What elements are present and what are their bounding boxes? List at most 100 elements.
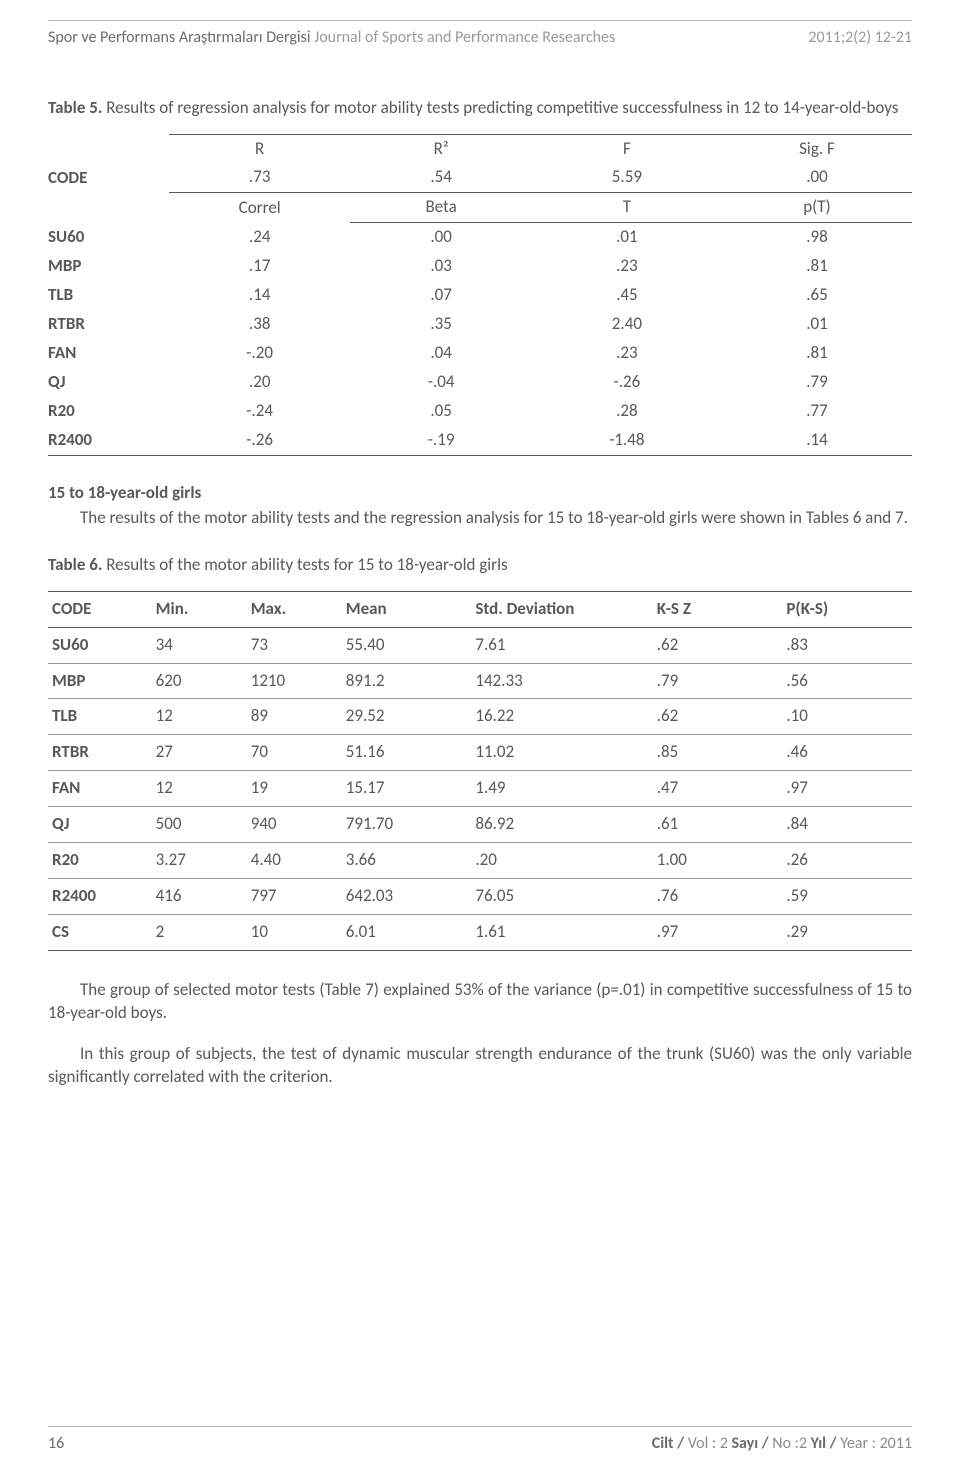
table6-cell: 940 <box>247 807 342 843</box>
table6-cell: .47 <box>653 771 783 807</box>
issue-ref: 2011;2(2) 12-21 <box>808 27 912 49</box>
table5-row-label: MBP <box>48 252 169 281</box>
table5-v-f: 5.59 <box>532 163 722 192</box>
table5-cell: .23 <box>532 252 722 281</box>
table6-cell: 70 <box>247 735 342 771</box>
table6-cell: .46 <box>782 735 912 771</box>
table6-cell: 27 <box>152 735 247 771</box>
table5-cell: .01 <box>722 310 912 339</box>
t6-col-pks: P(K-S) <box>782 591 912 627</box>
table6-cell: 2 <box>152 915 247 951</box>
body-para-1: The group of selected motor tests (Table… <box>48 979 912 1025</box>
table6-cell: 500 <box>152 807 247 843</box>
table5-row-label: QJ <box>48 368 169 397</box>
table6-cell: 1.61 <box>471 915 652 951</box>
table6-cell: 11.02 <box>471 735 652 771</box>
table6: CODE Min. Max. Mean Std. Deviation K-S Z… <box>48 591 912 951</box>
table6-cell: 16.22 <box>471 699 652 735</box>
table6-cell: 3.66 <box>342 843 472 879</box>
table6-cell: 10 <box>247 915 342 951</box>
table6-cell: .85 <box>653 735 783 771</box>
table5-cell: .00 <box>350 223 531 252</box>
table6-cell: .97 <box>782 771 912 807</box>
table6-row-label: R20 <box>48 843 152 879</box>
table6-row-label: QJ <box>48 807 152 843</box>
table6-row-label: R2400 <box>48 879 152 915</box>
year-sep: : 2011 <box>868 1434 912 1453</box>
table6-cell: 1.49 <box>471 771 652 807</box>
table5-cell: -1.48 <box>532 426 722 455</box>
running-head: Spor ve Performans Araştırmaları Dergisi… <box>48 27 912 49</box>
table5-row-label: TLB <box>48 281 169 310</box>
journal-title-tr: Spor ve Performans Araştırmaları Dergisi <box>48 28 311 47</box>
table6-cell: 620 <box>152 663 247 699</box>
cilt-label: Cilt / <box>652 1434 684 1453</box>
body-para-2: In this group of subjects, the test of d… <box>48 1043 912 1089</box>
table6-cell: 86.92 <box>471 807 652 843</box>
table6-cell: 51.16 <box>342 735 472 771</box>
table6-cell: 15.17 <box>342 771 472 807</box>
table6-cell: .97 <box>653 915 783 951</box>
table6-caption-label: Table 6. <box>48 554 102 575</box>
table6-cell: .20 <box>471 843 652 879</box>
table6-cell: 416 <box>152 879 247 915</box>
page-footer: 16 Cilt / Vol : 2 Sayı / No :2 Yıl / Yea… <box>48 1426 912 1455</box>
table5-caption-text: Results of regression analysis for motor… <box>102 97 898 118</box>
table5-h-correl: Correl <box>169 193 350 223</box>
table6-cell: 1210 <box>247 663 342 699</box>
table6-cell: 4.40 <box>247 843 342 879</box>
section-heading: 15 to 18-year-old girls <box>48 482 912 505</box>
table5-code-header: CODE <box>48 134 169 223</box>
table5-row-label: RTBR <box>48 310 169 339</box>
no-sep: :2 <box>791 1434 811 1453</box>
table6-cell: 797 <box>247 879 342 915</box>
table6-cell: 29.52 <box>342 699 472 735</box>
table6-cell: .62 <box>653 627 783 663</box>
table6-cell: 55.40 <box>342 627 472 663</box>
vol-label: Vol <box>688 1434 709 1453</box>
table5-row-label: R20 <box>48 397 169 426</box>
table6-cell: 12 <box>152 771 247 807</box>
table5-cell: .23 <box>532 339 722 368</box>
table6-cell: .84 <box>782 807 912 843</box>
table6-cell: 791.70 <box>342 807 472 843</box>
table5-cell: .98 <box>722 223 912 252</box>
table5-cell: -.26 <box>169 426 350 455</box>
table5-h-r: R <box>169 134 350 163</box>
table5-h-pt: p(T) <box>722 193 912 223</box>
table5-cell: -.26 <box>532 368 722 397</box>
year-label: Year <box>840 1434 868 1453</box>
table6-caption: Table 6. Results of the motor ability te… <box>48 554 912 577</box>
t6-col-min: Min. <box>152 591 247 627</box>
table5-cell: .05 <box>350 397 531 426</box>
table5-cell: .20 <box>169 368 350 397</box>
table6-cell: 76.05 <box>471 879 652 915</box>
table5-v-r: .73 <box>169 163 350 192</box>
table5-v-sigf: .00 <box>722 163 912 192</box>
table5-row-label: SU60 <box>48 223 169 252</box>
table5-h-beta: Beta <box>350 193 531 223</box>
table6-row-label: SU60 <box>48 627 152 663</box>
table6-cell: .59 <box>782 879 912 915</box>
table5-cell: -.19 <box>350 426 531 455</box>
table5-cell: .28 <box>532 397 722 426</box>
vol-sep: : 2 <box>708 1434 731 1453</box>
table5-row-label: R2400 <box>48 426 169 455</box>
table5-caption-label: Table 5. <box>48 97 102 118</box>
table5-cell: .14 <box>169 281 350 310</box>
table6-cell: .79 <box>653 663 783 699</box>
table5-cell: .01 <box>532 223 722 252</box>
table5-cell: .17 <box>169 252 350 281</box>
yil-label: Yıl / <box>811 1434 837 1453</box>
table5-cell: .04 <box>350 339 531 368</box>
table6-cell: .29 <box>782 915 912 951</box>
table5-cell: .07 <box>350 281 531 310</box>
table6-cell: 89 <box>247 699 342 735</box>
journal-title: Spor ve Performans Araştırmaları Dergisi… <box>48 27 615 49</box>
table6-caption-text: Results of the motor ability tests for 1… <box>102 554 507 575</box>
table6-row-label: RTBR <box>48 735 152 771</box>
table6-cell: .62 <box>653 699 783 735</box>
table6-cell: 19 <box>247 771 342 807</box>
journal-title-en: Journal of Sports and Performance Resear… <box>314 28 615 47</box>
table6-cell: 142.33 <box>471 663 652 699</box>
